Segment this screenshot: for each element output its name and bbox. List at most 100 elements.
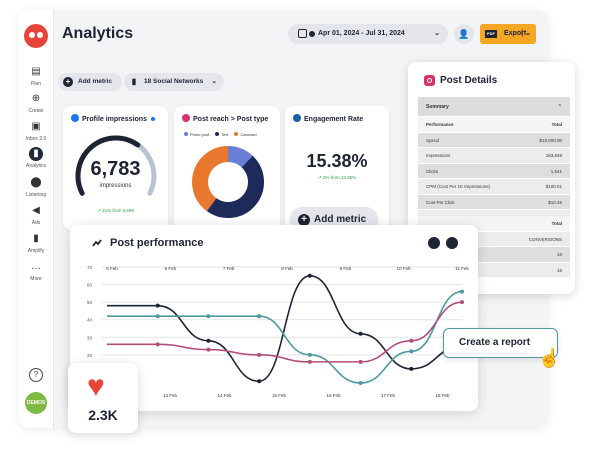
- table-header: Performance Total: [418, 117, 570, 133]
- post-reach-card[interactable]: Post reach > Post type Photo post Text Car…: [174, 106, 280, 230]
- y-tick-label: 30: [87, 335, 93, 340]
- impressions-delta-text: 21% from 6,699: [102, 208, 134, 213]
- sidebar-item-create[interactable]: ⊕ Create: [18, 92, 54, 114]
- amplify-icon: ▮: [33, 233, 39, 244]
- legend-swatch: [184, 132, 188, 136]
- sidebar-item-inbox-2-0[interactable]: ▣ Inbox 2.0: [18, 120, 54, 142]
- legend-label: Text: [221, 132, 229, 137]
- x-tick-label-bottom: 13 Feb: [163, 393, 178, 398]
- avatar[interactable]: DEMOS: [25, 392, 47, 414]
- legend-item: Carousel: [234, 132, 256, 137]
- donut-slice-photo-post[interactable]: [227, 146, 253, 168]
- bar-chart-icon: ▮: [131, 77, 137, 86]
- table-row: 16: [418, 263, 570, 278]
- sidebar-item-plan[interactable]: ▤ Plan: [18, 65, 54, 87]
- heart-icon: ♥: [87, 370, 105, 403]
- legend-swatch: [234, 132, 239, 136]
- instagram-icon: [424, 75, 435, 86]
- row-label: Impressions: [426, 153, 451, 158]
- social-networks-dropdown[interactable]: ▮ 18 Social Networks ⌄: [124, 73, 224, 91]
- sidebar-item-amplify[interactable]: ▮ Amplify: [18, 232, 54, 254]
- donut-slice-carousel[interactable]: [192, 146, 229, 212]
- sidebar-item-label: Amplify: [27, 248, 45, 254]
- owl-logo-icon[interactable]: [24, 24, 48, 48]
- post-performance-card: Post performance 70 60 50 40 30 20 5 Feb 6 Feb 7…: [70, 225, 478, 411]
- data-point: [206, 347, 211, 352]
- likes-count: 2.3K: [88, 407, 118, 423]
- table-row: Spend $10,000.00: [418, 132, 570, 148]
- card-title: Profile impressions: [71, 114, 155, 123]
- table-row: Clicks 1,541: [418, 163, 570, 179]
- header-col1: Performance: [426, 122, 454, 127]
- chevron-down-icon: ⌄: [211, 78, 217, 85]
- row-label: Cost Per Click: [426, 199, 455, 205]
- inbox-icon: ▣: [31, 121, 41, 132]
- page-title: Analytics: [62, 25, 134, 42]
- networks-label: 18 Social Networks: [144, 78, 204, 85]
- legend-label: Carousel: [240, 132, 257, 137]
- table-row: Cost Per Click $10.45: [418, 194, 570, 210]
- summary-label: Summary: [426, 104, 449, 110]
- y-tick-label: 40: [87, 318, 93, 323]
- data-point: [307, 273, 312, 278]
- engagement-value: 15.38%: [306, 151, 368, 171]
- data-point: [409, 349, 414, 354]
- y-tick-label: 50: [87, 300, 93, 305]
- line-chart: 70 60 50 40 30 20 5 Feb 6 Feb 7 Feb 8 Feb 9 Feb 10 …: [87, 265, 469, 398]
- data-point: [409, 338, 414, 343]
- data-point: [257, 379, 262, 384]
- header2-col2: Total: [551, 221, 562, 226]
- facebook-icon: [71, 114, 79, 122]
- sidebar-item-analytics[interactable]: ▮ Analytics: [18, 147, 54, 169]
- row-value: $10.45: [548, 199, 562, 205]
- data-point: [206, 314, 211, 319]
- help-icon[interactable]: ?: [29, 368, 43, 382]
- impressions-value: 6,783: [90, 158, 141, 180]
- summary-header[interactable]: Summary ⌃: [418, 97, 570, 117]
- analytics-icon: ▮: [29, 147, 43, 161]
- x-tick-label-top: 7 Feb: [223, 266, 235, 271]
- card-title-text: Profile impressions: [82, 116, 147, 123]
- export-button[interactable]: PDF Export | ⌄: [480, 24, 536, 44]
- gear-icon[interactable]: [446, 237, 458, 249]
- row-label: Spend: [426, 137, 440, 143]
- legend-item: Photo post: [184, 132, 209, 137]
- sidebar-item-ads[interactable]: ◀ Ads: [18, 204, 54, 226]
- add-metric-button[interactable]: + Add metric: [58, 73, 122, 91]
- row-label: CPM (Cost Per 1K Impressions): [426, 184, 491, 189]
- date-range-picker[interactable]: Apr 01, 2024 - Jul 31, 2024 ⌄: [288, 24, 448, 44]
- y-tick-label: 20: [87, 353, 93, 358]
- data-point: [307, 352, 312, 357]
- x-tick-label-top: 6 Feb: [165, 266, 177, 271]
- sidebar-item-listening[interactable]: ⬤ Listening: [18, 176, 54, 198]
- pointer-hand-icon: ☝: [538, 348, 561, 368]
- gauge-chart: [75, 135, 157, 196]
- impressions-delta: ↗ 21% from 6,699: [97, 208, 134, 213]
- pdf-icon: PDF: [485, 30, 497, 38]
- sidebar: ▤ Plan ⊕ Create ▣ Inbox 2.0 ▮ Analytics ⬤ Listeni…: [18, 10, 54, 428]
- data-point: [155, 303, 160, 308]
- sidebar-item-label: Inbox 2.0: [25, 136, 47, 142]
- card-title-text: Post reach > Post type: [193, 116, 269, 123]
- engagement-delta: ↗ 2% from 13.36%: [317, 175, 357, 180]
- x-tick-label-top: 9 Feb: [340, 266, 352, 271]
- calendar-icon: ▤: [31, 66, 41, 77]
- sidebar-item-label: Analytics: [25, 163, 46, 169]
- data-point: [358, 380, 363, 385]
- settings-icon[interactable]: [428, 237, 440, 249]
- sidebar-item-more[interactable]: … More: [18, 260, 54, 282]
- data-point: [358, 359, 363, 364]
- donut-slice-text[interactable]: [206, 155, 264, 218]
- x-tick-label-top: 5 Feb: [106, 266, 118, 271]
- create-report-button[interactable]: Create a report: [443, 328, 558, 358]
- profile-impressions-card[interactable]: Profile impressions 6,783 impressions ↗ …: [63, 106, 168, 230]
- x-tick-label-bottom: 17 Feb: [381, 393, 396, 398]
- chart-title: Post performance: [110, 237, 204, 249]
- card-title-text: Engagement Rate: [304, 116, 364, 123]
- data-point: [206, 338, 211, 343]
- donut-chart: [192, 146, 264, 218]
- data-point: [257, 314, 262, 319]
- series-line-2: [107, 301, 463, 363]
- x-tick-label-bottom: 14 Feb: [217, 393, 232, 398]
- user-filter-button[interactable]: 👤: [454, 24, 474, 44]
